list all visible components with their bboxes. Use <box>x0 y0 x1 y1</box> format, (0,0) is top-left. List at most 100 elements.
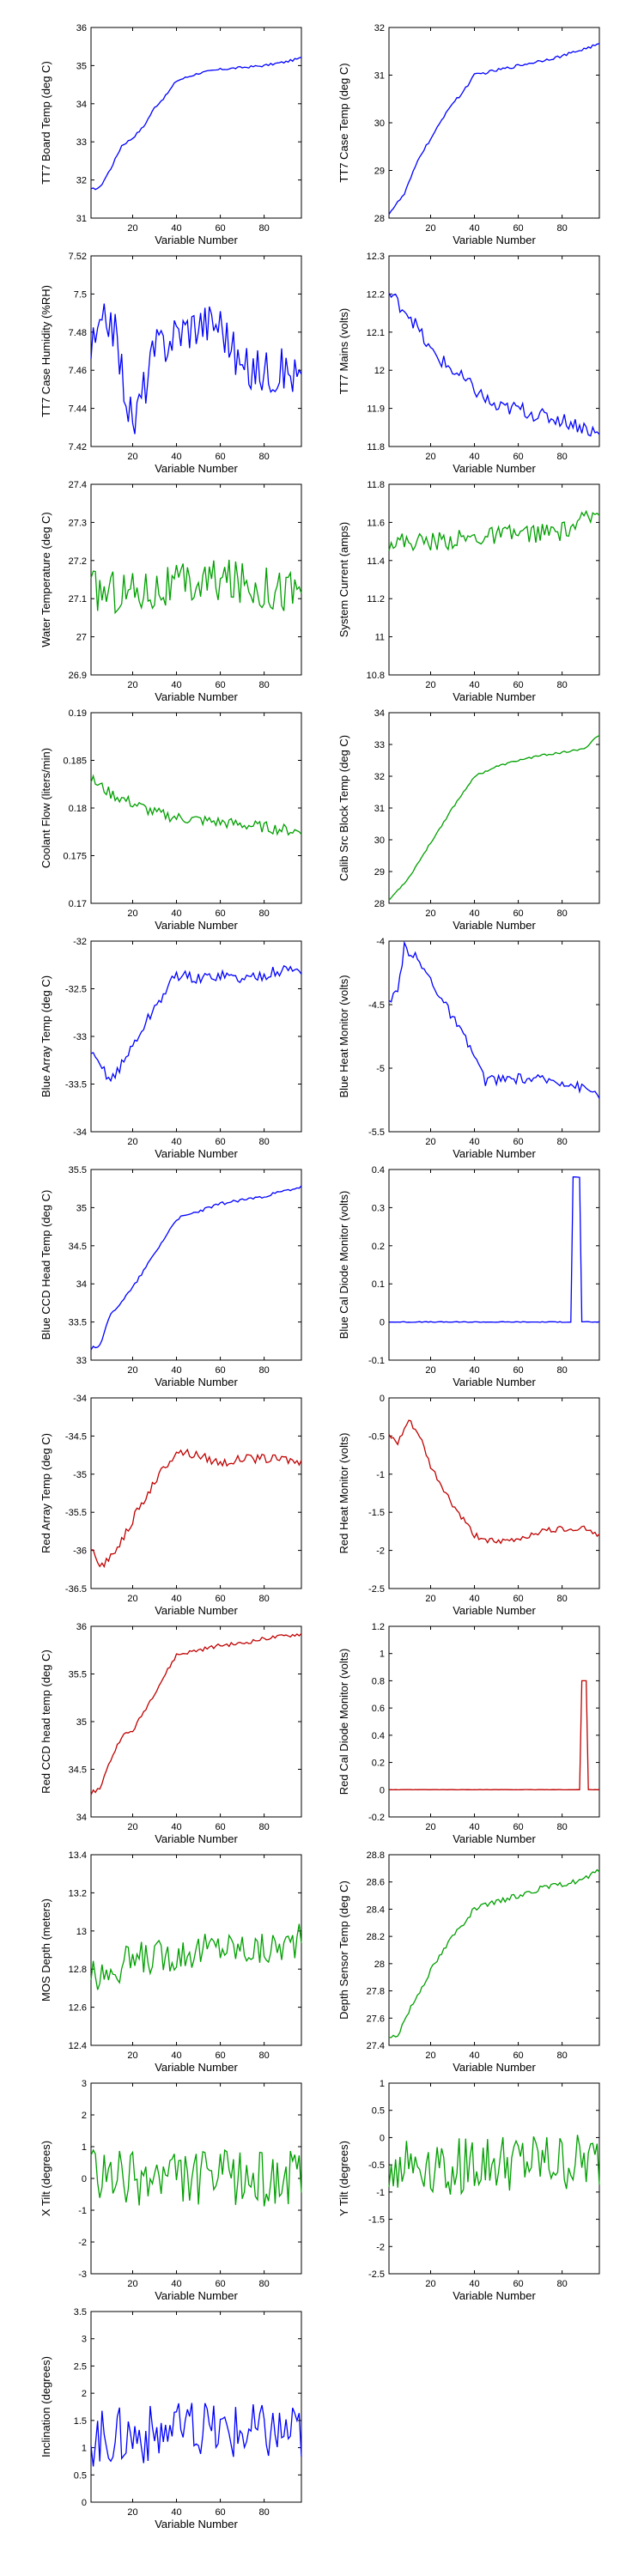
chart-panel: 27.4 27.6 27.8 28 28.2 28.4 28.6 28.8 20 40 60 80 Va… <box>337 1850 600 2074</box>
y-axis-label: Blue Cal Diode Monitor (volts) <box>337 1191 350 1340</box>
x-tick-label: 80 <box>258 1822 269 1832</box>
y-axis-label: Blue Heat Monitor (volts) <box>337 975 350 1097</box>
x-tick-label: 60 <box>513 2279 523 2289</box>
chart-panel: 34 34.5 35 35.5 36 20 40 60 80 Variable Number Red… <box>39 1622 302 1845</box>
plot-frame <box>388 1169 600 1361</box>
y-tick-label: 0.2 <box>372 1242 385 1252</box>
y-tick-label: -33 <box>73 1032 87 1042</box>
x-tick-label: 80 <box>556 680 567 690</box>
y-tick-label: 28.2 <box>367 1932 385 1942</box>
series-line <box>90 1633 302 1795</box>
y-tick-label: -2.5 <box>368 1584 385 1595</box>
y-tick-label: 34 <box>374 708 385 719</box>
x-tick-label: 40 <box>171 1822 181 1832</box>
x-axis-label: Variable Number <box>453 1604 536 1617</box>
y-axis-label: Red CCD head temp (deg C) <box>39 1649 52 1794</box>
x-tick-label: 40 <box>469 908 479 919</box>
y-axis-label: Blue CCD Head Temp (deg C) <box>39 1190 52 1340</box>
y-tick-label: 12 <box>374 366 385 376</box>
chart-panel: -0.1 0 0.1 0.2 0.3 0.4 20 40 60 80 Variable Number… <box>337 1165 600 1388</box>
y-axis-label: Red Heat Monitor (volts) <box>337 1433 350 1554</box>
y-tick-label: 34 <box>76 100 87 110</box>
x-axis-label: Variable Number <box>155 1147 238 1160</box>
y-tick-label: 11.8 <box>367 480 385 490</box>
y-tick-label: 1 <box>380 2079 385 2089</box>
y-tick-label: 36 <box>76 1622 87 1632</box>
y-axis-label: Y Tilt (degrees) <box>337 2141 350 2216</box>
x-tick-label: 40 <box>171 1594 181 1604</box>
y-tick-label: 28 <box>374 214 385 224</box>
y-tick-label: 0.4 <box>372 1165 385 1176</box>
y-tick-label: 0.17 <box>69 899 87 909</box>
plot-frame <box>90 483 302 676</box>
plot-frame <box>388 1854 600 2046</box>
y-tick-label: 35 <box>76 1717 87 1728</box>
x-tick-label: 60 <box>215 680 225 690</box>
y-tick-label: 28 <box>374 1959 385 1970</box>
y-tick-label: 0.5 <box>74 2470 87 2481</box>
x-tick-label: 40 <box>469 680 479 690</box>
series-line <box>388 43 600 216</box>
x-tick-label: 40 <box>171 680 181 690</box>
chart-panel: 7.42 7.44 7.46 7.48 7.5 7.52 20 40 60 80 Variable … <box>39 252 302 475</box>
y-axis-label: Depth Sensor Temp (deg C) <box>337 1880 350 2020</box>
x-tick-label: 40 <box>171 223 181 234</box>
x-axis-label: Variable Number <box>453 234 536 246</box>
y-tick-label: -35 <box>73 1470 87 1480</box>
series-line <box>90 559 302 615</box>
x-axis-label: Variable Number <box>155 234 238 246</box>
series-line <box>388 293 600 437</box>
x-tick-label: 80 <box>556 1137 567 1147</box>
y-tick-label: 11.4 <box>367 556 385 567</box>
x-tick-label: 80 <box>258 908 269 919</box>
y-tick-label: -0.5 <box>368 2160 385 2171</box>
y-tick-label: 10.8 <box>367 671 385 681</box>
y-tick-label: 1.2 <box>372 1622 385 1632</box>
series-line <box>388 1176 600 1323</box>
x-tick-label: 20 <box>425 223 435 234</box>
plot-frame <box>388 255 600 447</box>
x-tick-label: 20 <box>425 680 435 690</box>
x-tick-label: 80 <box>258 2507 269 2518</box>
y-tick-label: 32 <box>374 23 385 33</box>
x-tick-label: 60 <box>215 452 225 462</box>
x-tick-label: 80 <box>556 2050 567 2061</box>
x-tick-label: 40 <box>469 1137 479 1147</box>
y-tick-label: 34.5 <box>69 1765 87 1776</box>
y-tick-label: 31 <box>374 804 385 814</box>
x-tick-label: 20 <box>127 1822 137 1832</box>
y-tick-label: 33 <box>374 740 385 750</box>
x-tick-label: 60 <box>215 1365 225 1376</box>
y-tick-label: 7.42 <box>69 442 87 453</box>
chart-panel: 12.4 12.6 12.8 13 13.2 13.4 20 40 60 80 Variable N… <box>39 1850 302 2074</box>
x-axis-label: Variable Number <box>155 1832 238 1845</box>
y-tick-label: 2 <box>82 2111 87 2121</box>
plot-frame <box>90 255 302 447</box>
x-tick-label: 20 <box>127 452 137 462</box>
y-tick-label: 0 <box>380 2133 385 2143</box>
chart-panel: -5.5 -5 -4.5 -4 20 40 60 80 Variable Number Blue … <box>337 937 600 1160</box>
y-tick-label: -1 <box>78 2206 87 2216</box>
y-tick-label: -1 <box>376 2188 385 2198</box>
x-tick-label: 80 <box>258 2050 269 2061</box>
chart-panel: 33 33.5 34 34.5 35 35.5 20 40 60 80 Variable Numbe… <box>39 1165 302 1388</box>
y-axis-label: Water Temperature (deg C) <box>39 512 52 647</box>
y-tick-label: 13.4 <box>69 1850 87 1861</box>
x-tick-label: 60 <box>215 2507 225 2518</box>
x-tick-label: 40 <box>469 2279 479 2289</box>
y-tick-label: 0 <box>380 1318 385 1328</box>
x-tick-label: 40 <box>171 1365 181 1376</box>
x-axis-label: Variable Number <box>453 1376 536 1388</box>
y-axis-label: TT7 Board Temp (deg C) <box>39 61 52 185</box>
chart-panel: -36.5 -36 -35.5 -35 -34.5 -34 20 40 60 80 Variable… <box>39 1394 302 1617</box>
chart-panel: -3 -2 -1 0 1 2 3 20 40 60 80 Variable Number X Tilt … <box>39 2079 302 2302</box>
x-tick-label: 60 <box>215 2050 225 2061</box>
y-tick-label: 12.1 <box>367 328 385 338</box>
y-tick-label: 0 <box>380 1394 385 1404</box>
x-tick-label: 80 <box>556 1594 567 1604</box>
y-axis-label: System Current (amps) <box>337 522 350 637</box>
chart-panel: 26.9 27 27.1 27.2 27.3 27.4 20 40 60 80 Variable N… <box>39 480 302 703</box>
y-tick-label: -35.5 <box>65 1508 87 1518</box>
y-tick-label: -0.5 <box>368 1431 385 1442</box>
